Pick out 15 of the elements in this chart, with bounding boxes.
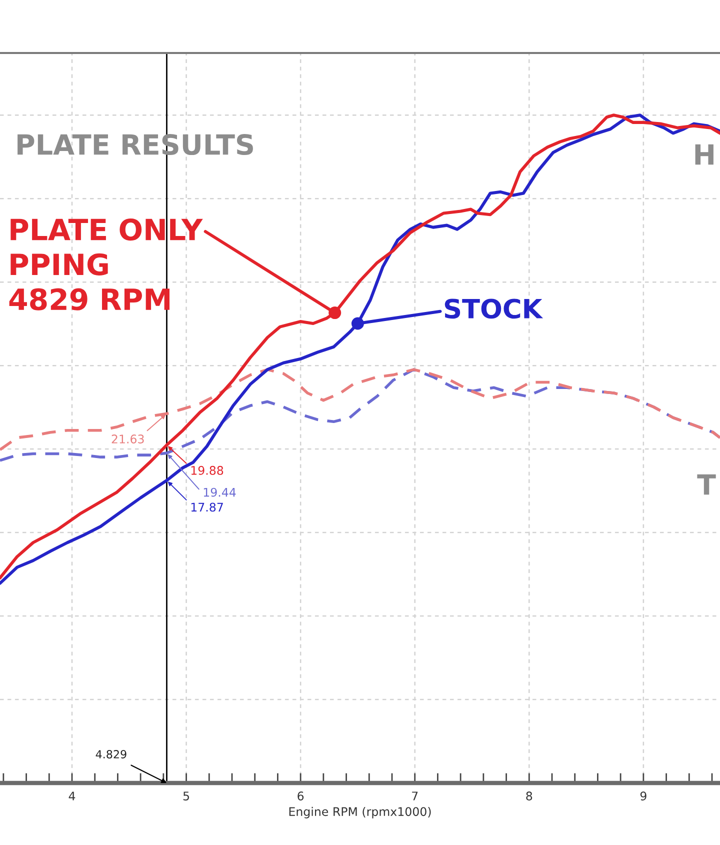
x-axis-title: Engine RPM (rpmx1000): [289, 806, 431, 818]
x-tick-label: 4: [68, 792, 76, 800]
x-tick-label: 5: [183, 792, 190, 800]
annotation: 19.88: [191, 466, 224, 475]
x-tick-label: 7: [412, 792, 418, 800]
x-tick-label: 9: [640, 792, 646, 800]
annotation: 17.87: [191, 502, 223, 512]
annotation: H: [695, 144, 714, 165]
annotation: T: [697, 474, 716, 495]
x-tick-label: 6: [298, 792, 304, 800]
x-tick-label: 8: [526, 792, 532, 800]
ref-line-label: 4.829: [96, 750, 126, 758]
annotation: 21.63: [112, 434, 144, 444]
annotation: 19.44: [204, 488, 236, 497]
annotation: STOCK: [444, 298, 544, 319]
